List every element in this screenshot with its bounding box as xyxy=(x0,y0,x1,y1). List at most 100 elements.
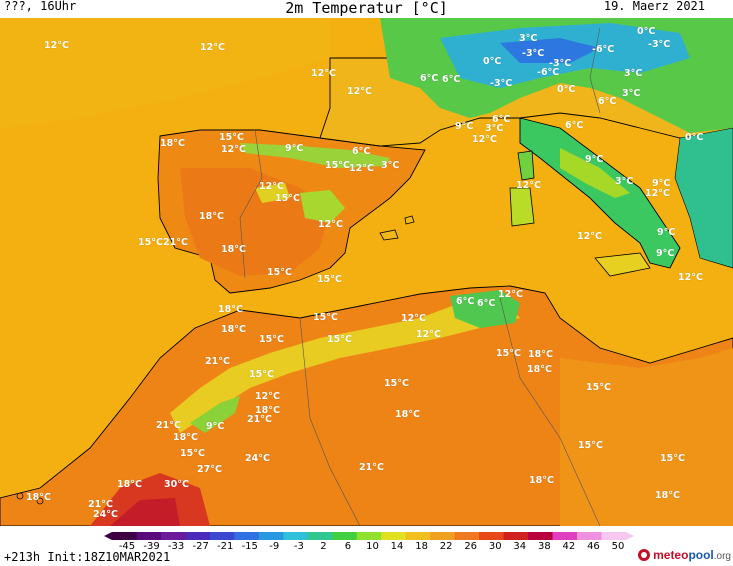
color-scale-segment xyxy=(577,532,603,540)
italy-coast-warm xyxy=(560,148,630,198)
temperature-label: 6°C xyxy=(598,96,617,107)
color-scale-tick-label: 46 xyxy=(587,541,600,552)
temperature-label: 15°C xyxy=(275,193,300,204)
color-scale-tick-label: 42 xyxy=(562,541,576,552)
temperature-label: 12°C xyxy=(401,313,426,324)
color-scale-segment xyxy=(136,532,162,540)
temperature-label: 15°C xyxy=(259,334,284,345)
temperature-label: 12°C xyxy=(645,188,670,199)
temperature-label: 15°C xyxy=(219,132,244,143)
brand-logo[interactable]: meteopool.org xyxy=(638,548,731,562)
run-info: +213h Init:18Z10MAR2021 xyxy=(4,550,171,564)
temperature-label: 12°C xyxy=(347,86,372,97)
color-scale-tick-label: 50 xyxy=(611,541,625,552)
temperature-label: 18°C xyxy=(173,432,198,443)
color-scale-segment xyxy=(356,532,382,540)
temperature-label: 12°C xyxy=(318,219,343,230)
temperature-label: 0°C xyxy=(637,26,656,37)
temperature-label: 21°C xyxy=(156,420,181,431)
atlantic-north xyxy=(0,18,330,128)
temperature-label: -6°C xyxy=(592,44,615,55)
header-bar: ???, 16Uhr 2m Temperatur [°C] 19. Maerz … xyxy=(0,0,733,18)
color-scale-tick-label: -33 xyxy=(167,541,185,552)
temperature-label: 27°C xyxy=(197,464,222,475)
atlas-cold-east xyxy=(450,290,520,328)
map-title: 2m Temperatur [°C] xyxy=(285,0,448,17)
temperature-label: 30°C xyxy=(164,479,189,490)
meteopool-logo-icon xyxy=(638,549,651,561)
sicily xyxy=(594,252,651,277)
temperature-label: 0°C xyxy=(685,132,704,143)
color-scale-tick-label: -27 xyxy=(192,541,209,552)
temperature-label: 12°C xyxy=(221,144,246,155)
temperature-label: 3°C xyxy=(615,176,634,187)
temperature-label: 21°C xyxy=(359,462,384,473)
temperature-label: 12°C xyxy=(678,272,703,283)
temperature-label: 18°C xyxy=(117,479,142,490)
color-scale-segment xyxy=(528,532,554,540)
temperature-label: 15°C xyxy=(317,274,342,285)
temperature-label: 18°C xyxy=(160,138,185,149)
temperature-label: -6°C xyxy=(537,67,560,78)
east-africa-warm xyxy=(560,348,733,526)
color-scale-segment xyxy=(381,532,407,540)
sahara-hottest xyxy=(110,498,180,526)
temperature-label: 18°C xyxy=(221,324,246,335)
color-scale-tick-label: 6 xyxy=(344,541,352,552)
balkans-land xyxy=(674,127,733,269)
temperature-label: 3°C xyxy=(519,33,538,44)
balearic-island xyxy=(379,229,399,241)
temperature-label: 15°C xyxy=(586,382,611,393)
temperature-label: 21°C xyxy=(205,356,230,367)
temperature-label: 6°C xyxy=(456,296,475,307)
temperature-label: 9°C xyxy=(206,421,225,432)
border-line xyxy=(499,297,601,526)
temperature-label: 3°C xyxy=(624,68,643,79)
color-scale-tick-label: -39 xyxy=(143,541,160,552)
temperature-label: 12°C xyxy=(349,163,374,174)
color-scale-tick-label: 10 xyxy=(366,541,379,552)
temperature-label: 18°C xyxy=(218,304,243,315)
atlas-cold-west xyxy=(190,396,240,433)
color-scale-tick-label: -9 xyxy=(269,541,280,552)
temperature-label: 6°C xyxy=(492,114,511,125)
temperature-label: 12°C xyxy=(311,68,336,79)
canary-island xyxy=(16,492,24,500)
color-scale-segment xyxy=(209,532,235,540)
color-scale-arrow-right xyxy=(626,532,634,540)
temperature-label: 9°C xyxy=(652,178,671,189)
color-scale-tick-label: -21 xyxy=(217,541,234,552)
temperature-label: 3°C xyxy=(622,88,641,99)
temperature-label: 18°C xyxy=(655,490,680,501)
temperature-label: 18°C xyxy=(529,475,554,486)
temperature-label: 18°C xyxy=(255,405,280,416)
temperature-label: 9°C xyxy=(285,143,304,154)
map-canvas xyxy=(0,18,733,526)
temperature-label: -3°C xyxy=(549,58,572,69)
color-scale-segment xyxy=(258,532,284,540)
temperature-label: 15°C xyxy=(384,378,409,389)
sardinia xyxy=(509,187,535,227)
color-scale-segment xyxy=(405,532,431,540)
color-scale-tick-label: 14 xyxy=(390,541,404,552)
color-scale-segment xyxy=(307,532,333,540)
temperature-label: 21°C xyxy=(247,414,272,425)
temperature-label: 9°C xyxy=(656,248,675,259)
temperature-map[interactable]: 12°C 12°C 12°C 12°C 3°C 0°C -3°C 0°C -3°C -6°C -3°… xyxy=(0,18,733,526)
sierra-cold xyxy=(300,190,345,223)
temperature-label: 12°C xyxy=(255,391,280,402)
temperature-label: 18°C xyxy=(395,409,420,420)
color-scale xyxy=(104,532,634,540)
temperature-label: 15°C xyxy=(267,267,292,278)
color-scale-tick-label: -45 xyxy=(118,541,136,552)
temperature-label: 3°C xyxy=(381,160,400,171)
temperature-label: 12°C xyxy=(498,289,523,300)
color-scale-tick-label: 26 xyxy=(464,541,478,552)
temperature-label: 12°C xyxy=(472,134,497,145)
color-scale-segment xyxy=(283,532,309,540)
temperature-label: 15°C xyxy=(313,312,338,323)
color-scale-tick-label: 22 xyxy=(439,541,453,552)
temperature-label: 24°C xyxy=(93,509,118,520)
iberia-interior xyxy=(180,168,330,276)
alps-coldest xyxy=(500,38,600,63)
